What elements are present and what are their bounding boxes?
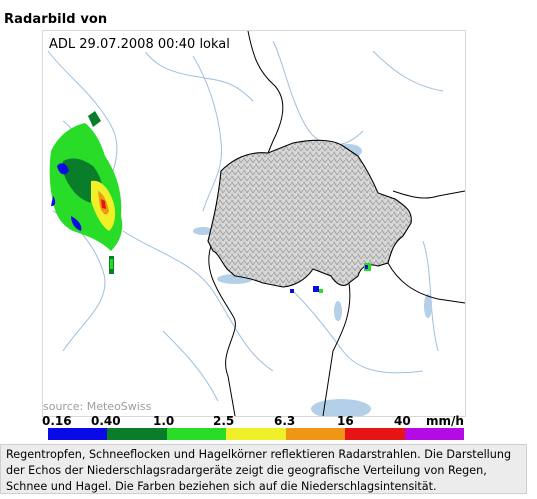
lake	[334, 301, 342, 321]
river	[292, 290, 424, 374]
scale-swatch	[166, 428, 227, 440]
border-line	[208, 245, 236, 416]
scale-swatch	[226, 428, 286, 440]
lake	[193, 227, 213, 235]
echo-very-light	[51, 196, 56, 207]
scale-label: 2.5	[213, 414, 235, 428]
river	[272, 40, 364, 146]
lake	[424, 294, 432, 318]
river	[47, 50, 118, 172]
river-network	[47, 38, 444, 402]
switzerland-relief	[207, 139, 412, 288]
echo-light	[319, 289, 323, 293]
river	[122, 230, 274, 372]
river	[192, 55, 223, 212]
border-line	[392, 190, 465, 199]
scale-swatch	[345, 428, 405, 440]
echo-very-light	[57, 163, 69, 175]
radar-map: ADL 29.07.2008 00:40 lokal source: Meteo…	[42, 30, 466, 417]
radar-description: Regentropfen, Schneeflocken und Hagelkör…	[0, 444, 527, 494]
scale-label: 6.3	[274, 414, 296, 428]
echo-moderate	[88, 111, 101, 127]
echo-very-light	[313, 286, 319, 292]
scale-label: 0.16	[42, 414, 72, 428]
echo-intense	[101, 199, 106, 209]
scale-swatch	[48, 428, 108, 440]
page-title: Radarbild von	[4, 12, 108, 27]
precipitation-echoes	[49, 111, 371, 293]
scale-label: 16	[337, 414, 354, 428]
echo-very-light	[71, 216, 82, 231]
scale-label: 1.0	[153, 414, 175, 428]
river	[372, 50, 444, 92]
country-borders	[208, 31, 465, 416]
radar-map-canvas	[47, 31, 465, 416]
radar-timestamp: ADL 29.07.2008 00:40 lokal	[49, 37, 230, 52]
river	[422, 240, 439, 352]
lake	[311, 399, 371, 416]
intensity-scale-labels: 0.16 0.40 1.0 2.5 6.3 16 40 mm/h	[0, 414, 537, 429]
scale-swatch	[285, 428, 346, 440]
echo-very-light	[290, 289, 294, 293]
river	[137, 38, 254, 102]
border-line	[247, 31, 284, 154]
border-line	[322, 282, 351, 416]
border-line	[387, 262, 465, 304]
river	[162, 330, 219, 402]
data-source-label: source: MeteoSwiss	[43, 400, 152, 413]
echo-very-light	[365, 265, 368, 269]
scale-unit: mm/h	[426, 414, 464, 428]
intensity-color-scale	[48, 428, 464, 440]
echo-light	[110, 259, 113, 269]
scale-label: 0.40	[91, 414, 121, 428]
scale-swatch	[107, 428, 167, 440]
scale-swatch	[404, 428, 464, 440]
scale-label: 40	[394, 414, 411, 428]
